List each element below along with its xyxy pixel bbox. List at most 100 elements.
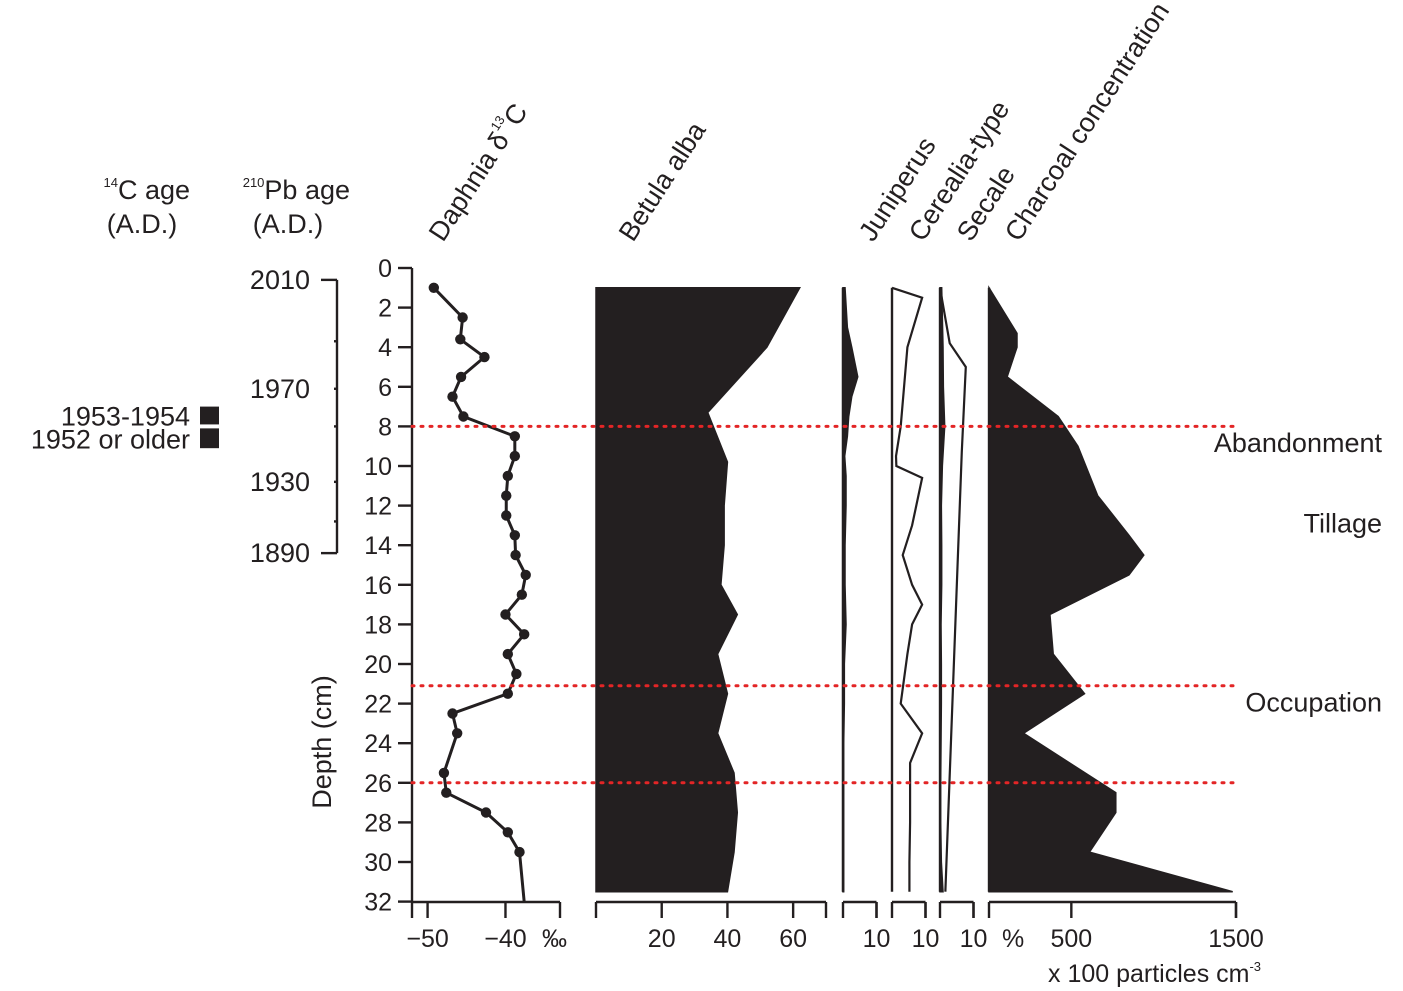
daphnia-point (518, 629, 530, 640)
depth-tick-label: 4 (378, 334, 392, 362)
svg-text:Betula alba: Betula alba (613, 116, 712, 246)
daphnia-point (441, 787, 452, 798)
betula-x-tick-label: 40 (714, 925, 742, 953)
daphnia-point (510, 549, 521, 561)
daphnia-point (502, 470, 514, 482)
daphnia-point (520, 569, 531, 581)
charcoal-x-tick-label: 500 (1050, 925, 1092, 953)
c14-sample-label: 1952 or older (31, 424, 190, 454)
svg-text:Daphnia δ13C: Daphnia δ13C (420, 97, 533, 247)
c14-label-line2: (A.D.) (107, 209, 178, 239)
daphnia-point (480, 807, 492, 818)
daphnia-point (509, 431, 521, 442)
zone-label: Tillage (1303, 508, 1382, 538)
depth-tick-label: 22 (364, 691, 392, 719)
daphnia-point (455, 334, 466, 345)
daphnia-point (438, 767, 450, 779)
daphnia-point (500, 609, 511, 620)
daphnia-x-tick-label: −40 (484, 925, 526, 953)
charcoal-unit-main: x 100 particles cm (1048, 960, 1249, 988)
depth-axis-label: Depth (cm) (307, 675, 337, 809)
daphnia-x-tick-label: −50 (406, 925, 448, 953)
daphnia-point (502, 648, 514, 660)
depth-tick-label: 16 (364, 572, 392, 600)
daphnia-point (501, 490, 512, 501)
title-daphnia: Daphnia δ13C (420, 97, 534, 247)
charcoal-area (988, 285, 1233, 893)
charcoal-x-tick-label: 1500 (1208, 925, 1264, 953)
daphnia-point (428, 282, 440, 293)
pb210-label-sup: 210 (243, 175, 265, 190)
pb210-age-header: 210Pb age (A.D.) (243, 175, 350, 239)
daphnia-point (479, 351, 490, 363)
juniperus-area (842, 287, 859, 893)
daphnia-point (509, 450, 521, 462)
depth-tick-label: 10 (364, 453, 392, 481)
daphnia-point (509, 530, 521, 541)
zone-lines (410, 424, 1238, 785)
depth-tick-label: 30 (364, 849, 392, 877)
axes: 0246810121416182022242628303220101970193… (31, 255, 1264, 953)
series-lines (428, 282, 991, 902)
depth-tick-label: 8 (378, 413, 392, 441)
pb210-label-main: Pb age (264, 175, 350, 205)
daphnia-unit: ‰ (542, 925, 567, 953)
secale-outline-line (938, 287, 967, 892)
c14-label-sup: 14 (103, 175, 117, 190)
daphnia-point (501, 510, 512, 521)
daphnia-point (502, 827, 514, 838)
secale-x-tick-label: 10 (960, 925, 988, 953)
depth-tick-label: 12 (364, 493, 392, 521)
svg-text:14C age: 14C age (103, 175, 190, 205)
c14-sample-marker (200, 406, 219, 425)
daphnia-line (432, 286, 528, 902)
svg-text:Depth (cm): Depth (cm) (307, 675, 337, 809)
depth-tick-label: 14 (364, 532, 392, 560)
title-daphnia-sup: 13 (487, 113, 507, 133)
pb210-tick-label: 2010 (250, 265, 310, 295)
c14-label-main: C age (118, 175, 190, 205)
daphnia-point (514, 846, 525, 858)
zone-label: Abandonment (1214, 428, 1383, 458)
depth-tick-label: 28 (364, 809, 392, 837)
c14-sample-label: 1953-1954 (61, 402, 190, 432)
daphnia-point (502, 688, 514, 699)
pb210-tick-label: 1930 (250, 467, 310, 497)
c14-sample-marker (200, 428, 219, 449)
percent-label: % (1002, 925, 1024, 953)
svg-text:210Pb age: 210Pb age (243, 175, 350, 205)
betula-x-tick-label: 60 (779, 925, 807, 953)
cerealia-x-tick-label: 10 (912, 925, 940, 953)
depth-tick-label: 6 (378, 374, 392, 402)
depth-tick-label: 18 (364, 611, 392, 639)
daphnia-point (447, 708, 458, 719)
title-charcoal: Charcoal concentration (999, 0, 1175, 246)
cerealia-line (891, 286, 924, 892)
svg-text:Charcoal concentration: Charcoal concentration (999, 0, 1175, 246)
pb210-tick-label: 1970 (250, 374, 310, 404)
pb210-tick-label: 1890 (250, 538, 310, 568)
depth-tick-label: 24 (364, 730, 392, 758)
depth-tick-label: 0 (378, 255, 392, 283)
daphnia-point (455, 371, 467, 383)
depth-tick-label: 26 (364, 770, 392, 798)
dynamic-labels: Abandonment Occupation Tillage (1214, 428, 1383, 717)
betula-x-tick-label: 20 (648, 925, 676, 953)
depth-tick-label: 2 (378, 295, 392, 323)
daphnia-point (457, 312, 468, 323)
daphnia-point (516, 589, 528, 600)
daphnia-point (511, 668, 522, 680)
charcoal-unit-sup: -3 (1249, 959, 1261, 974)
pb210-label-line2: (A.D.) (253, 209, 324, 239)
title-daphnia-main: Daphnia δ (423, 127, 515, 247)
daphnia-point (458, 411, 469, 422)
depth-tick-label: 20 (364, 651, 392, 679)
title-betula: Betula alba (613, 116, 712, 246)
charcoal-unit: x 100 particles cm-3 (1048, 959, 1261, 988)
depth-tick-label: 32 (364, 889, 392, 917)
betula-area (595, 287, 801, 893)
c14-age-header: 14C age (A.D.) (103, 175, 190, 239)
daphnia-point (451, 728, 463, 739)
daphnia-point (447, 391, 458, 402)
